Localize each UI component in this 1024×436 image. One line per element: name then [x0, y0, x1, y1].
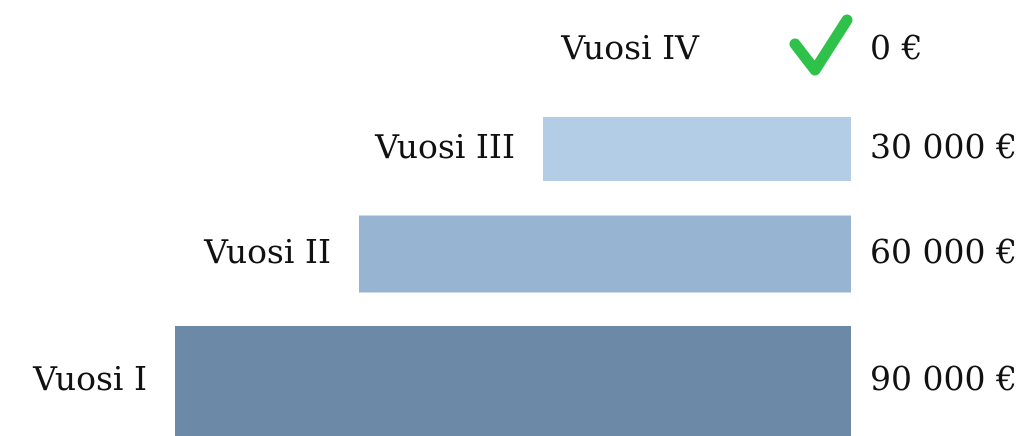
category-label: Vuosi IV — [560, 28, 700, 67]
value-label: 90 000 € — [870, 359, 1017, 398]
value-label: 30 000 € — [870, 127, 1017, 166]
category-label: Vuosi III — [374, 127, 515, 166]
category-label: Vuosi I — [32, 359, 147, 398]
bar — [359, 215, 851, 293]
checkmark — [789, 14, 853, 76]
bar — [175, 326, 851, 436]
category-label: Vuosi II — [203, 232, 331, 271]
value-label: 60 000 € — [870, 232, 1017, 271]
bar — [543, 117, 851, 181]
value-label: 0 € — [870, 28, 922, 67]
